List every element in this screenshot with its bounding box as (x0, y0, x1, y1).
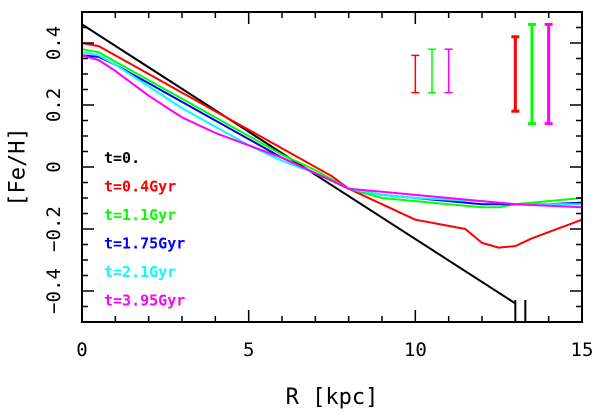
error-bar (428, 48, 436, 94)
legend-entry-t-2-1gyr: t=2.1Gyr (104, 263, 176, 281)
series-line-t-3-95gyr (81, 54, 583, 209)
series-line-t-0 (81, 23, 516, 305)
y-tick-label: −0.4 (43, 268, 65, 314)
marker-layer (514, 300, 527, 322)
y-tick-label: 0 (43, 161, 65, 172)
y-tick-label: 0.4 (43, 26, 65, 60)
series-layer (81, 23, 583, 305)
y-tick-label: 0.2 (43, 88, 65, 122)
legend-entry-t-0: t=0. (104, 149, 140, 167)
errorbar-layer (411, 22, 553, 126)
legend-entry-t-1-1gyr: t=1.1Gyr (104, 206, 176, 224)
y-axis-label: [Fe/H] (6, 127, 31, 206)
legend: t=0. t=0.4Gyr t=1.1Gyr t=1.75Gyr t=2.1Gyr t=3… (104, 149, 185, 310)
x-tick-label: 15 (571, 339, 594, 361)
x-tick-label: 0 (76, 339, 87, 361)
tick-layer (81, 11, 583, 323)
y-tick-label: −0.2 (43, 206, 65, 252)
error-bar (511, 35, 520, 113)
series-line-t-0-4gyr (81, 42, 583, 249)
legend-entry-t-0-4gyr: t=0.4Gyr (104, 178, 176, 196)
tick-label-layer: 0 5 10 15 −0.4 −0.2 0 0.2 0.4 (43, 26, 593, 361)
legend-entry-t-1-75gyr: t=1.75Gyr (104, 235, 185, 253)
x-axis-label: R [kpc] (286, 385, 379, 410)
error-bar (444, 48, 453, 94)
x-tick-label: 5 (243, 339, 254, 361)
error-bar (411, 54, 420, 94)
legend-entry-t-3-95gyr: t=3.95Gyr (104, 292, 185, 310)
series-line-t-1-1gyr (81, 48, 583, 209)
error-bar (544, 22, 553, 126)
x-tick-label: 10 (404, 339, 427, 361)
error-bar (528, 22, 536, 126)
